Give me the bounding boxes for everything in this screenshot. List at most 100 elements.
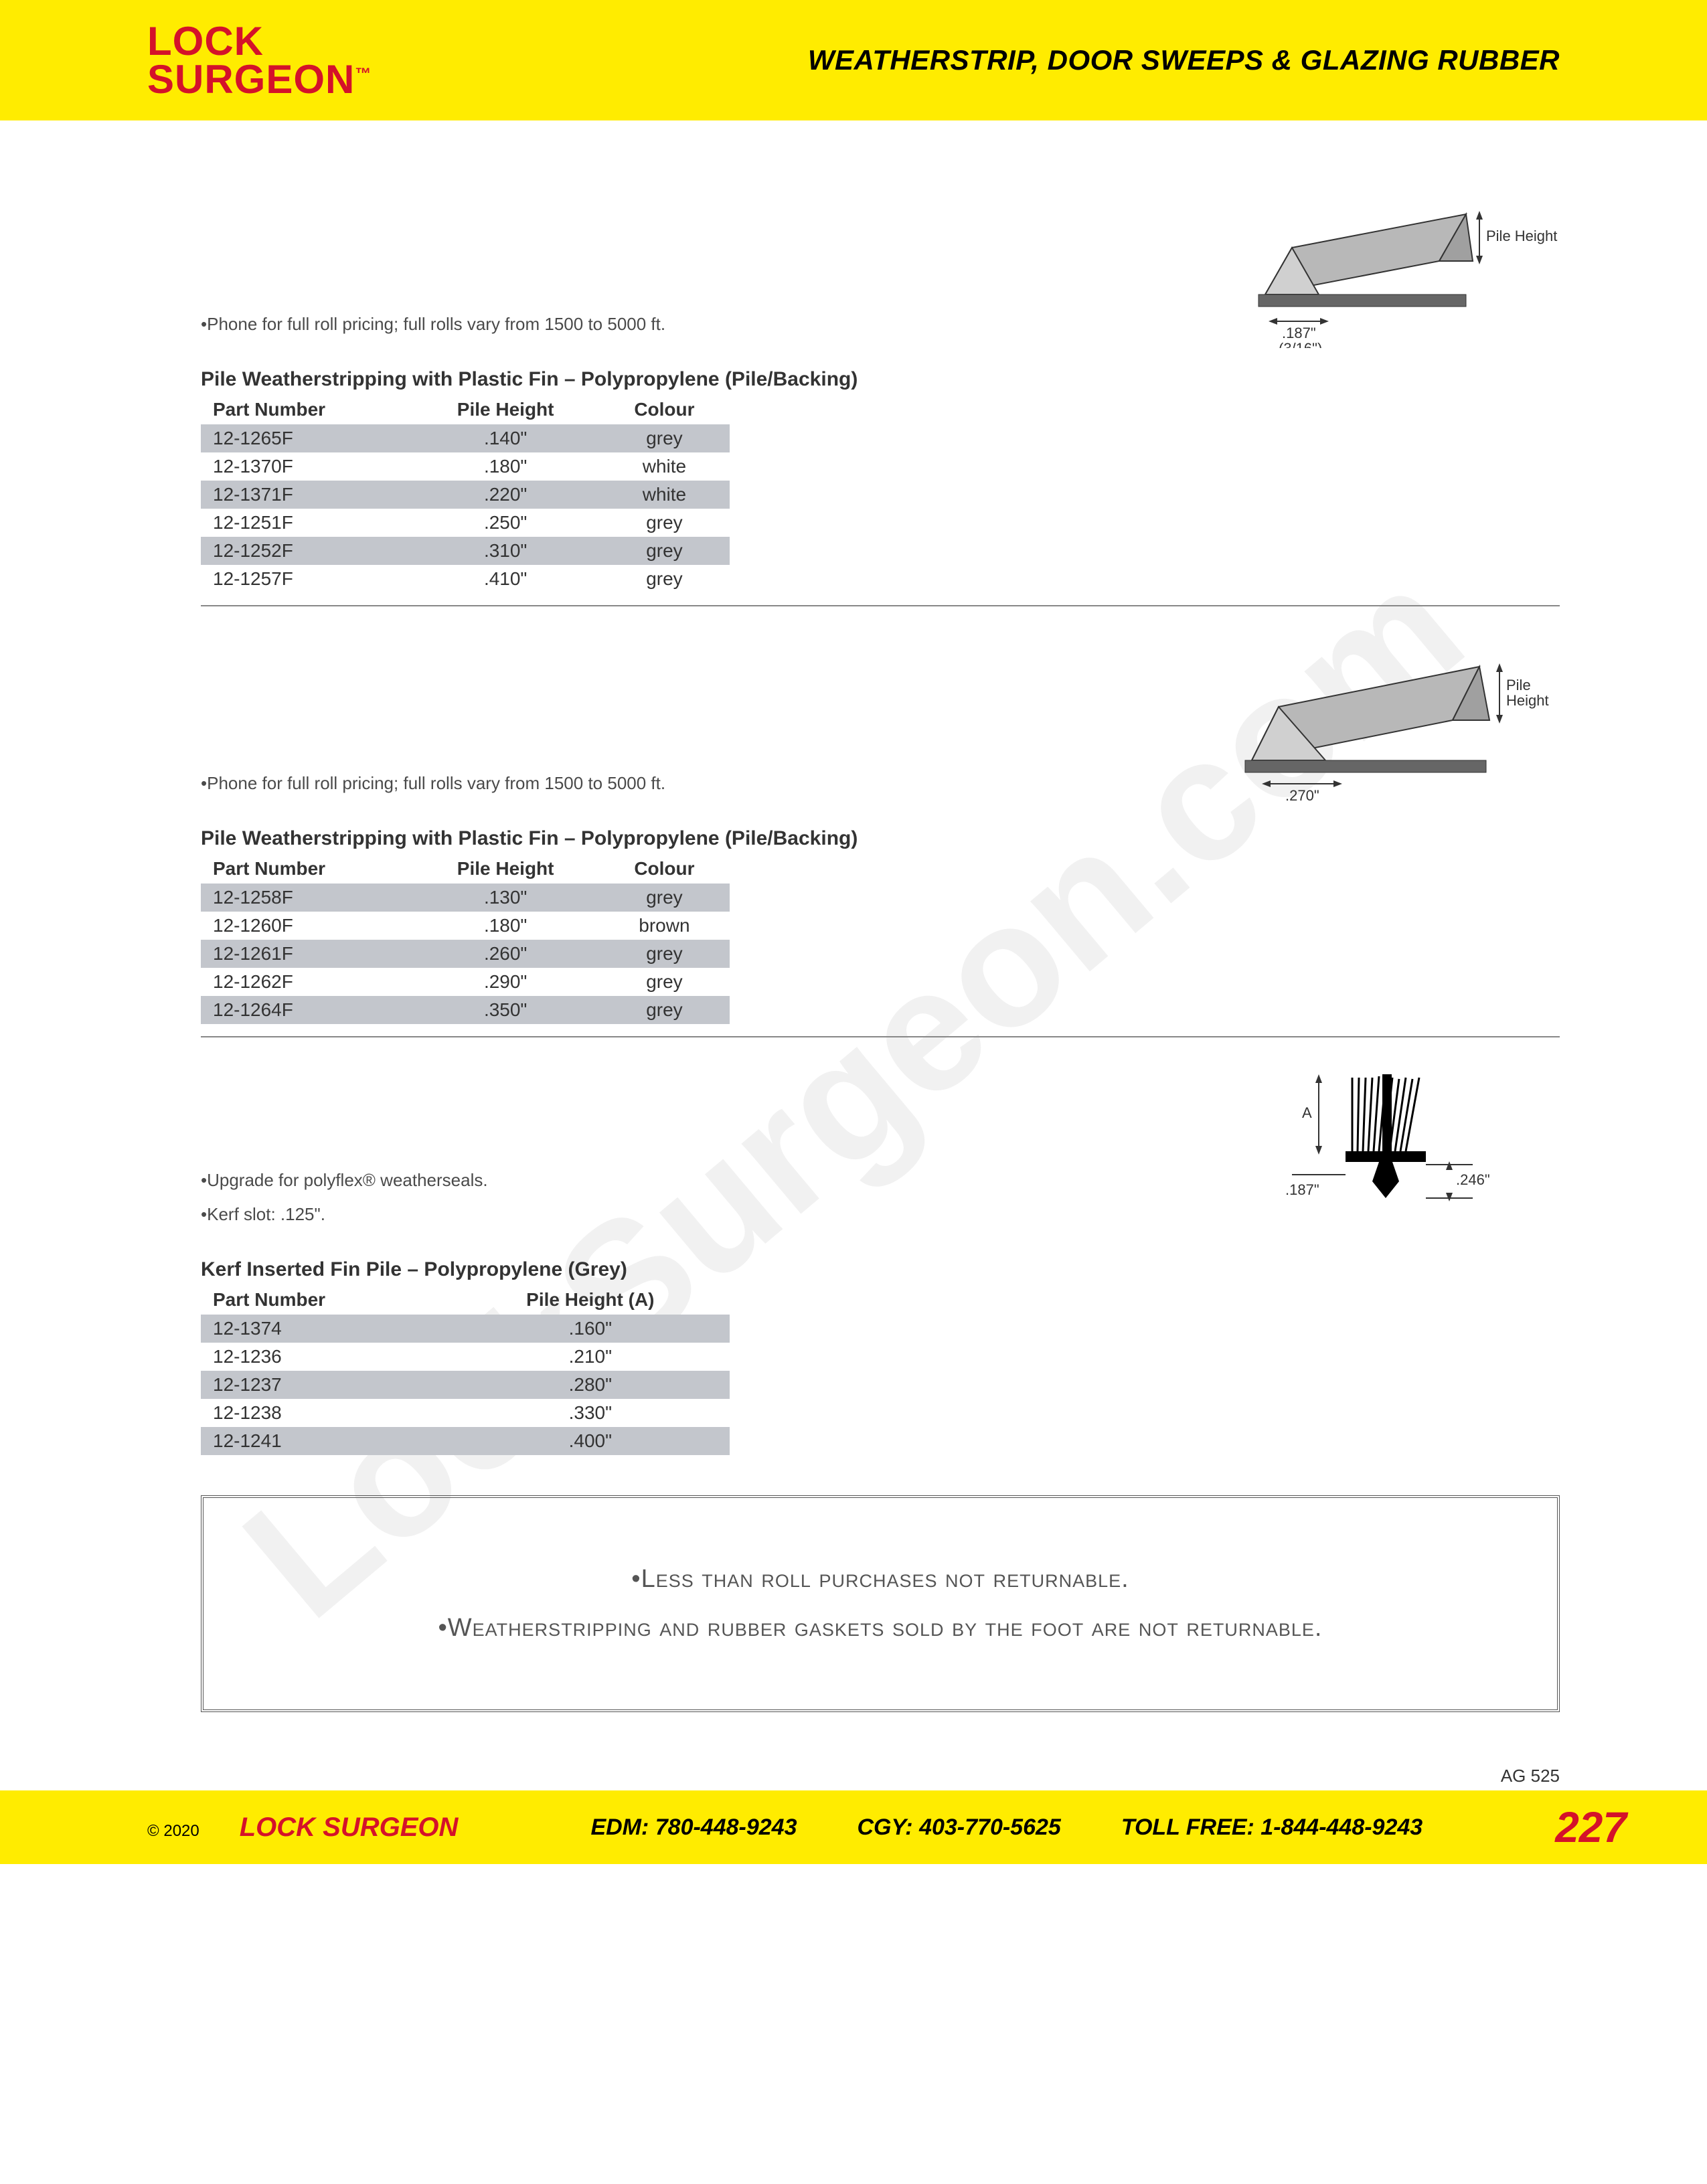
cell: 12-1258F: [201, 884, 412, 912]
section2-note: •Phone for full roll pricing; full rolls…: [201, 773, 665, 794]
divider: [201, 1036, 1560, 1037]
contact-cgy: CGY: 403-770-5625: [858, 1815, 1061, 1841]
col-height: Pile Height: [412, 854, 598, 884]
contact-tollfree: TOLL FREE: 1-844-448-9243: [1121, 1815, 1422, 1841]
diagram-2: Pile Height .270": [1185, 633, 1560, 807]
cell: .290": [412, 968, 598, 996]
d2-height-label2: Height: [1506, 692, 1549, 709]
cell: 12-1257F: [201, 565, 412, 593]
col-part: Part Number: [201, 395, 412, 424]
cell: grey: [599, 940, 730, 968]
cell: .310": [412, 537, 598, 565]
cell: grey: [599, 537, 730, 565]
cell: 12-1252F: [201, 537, 412, 565]
cell: .180": [412, 452, 598, 481]
cell: .400": [451, 1427, 730, 1455]
footer-left: © 2020 LOCK SURGEON: [147, 1813, 458, 1843]
table-row: 12-1370F.180"white: [201, 452, 730, 481]
section1-note: •Phone for full roll pricing; full rolls…: [201, 314, 665, 335]
table-row: 12-1241.400": [201, 1427, 730, 1455]
cell: white: [599, 452, 730, 481]
header-bar: LOCK SURGEON™ WEATHERSTRIP, DOOR SWEEPS …: [0, 0, 1707, 120]
section3-title: Kerf Inserted Fin Pile – Polypropylene (…: [201, 1258, 1560, 1281]
col-part: Part Number: [201, 1285, 451, 1315]
diagram-1: Pile Height .187" (3/16"): [1185, 174, 1560, 348]
cell: 12-1371F: [201, 481, 412, 509]
page-number: 227: [1555, 1802, 1627, 1852]
footer-bar: © 2020 LOCK SURGEON EDM: 780-448-9243 CG…: [0, 1790, 1707, 1864]
cell: grey: [599, 565, 730, 593]
cell: 12-1264F: [201, 996, 412, 1024]
d1-width-sub: (3/16"): [1279, 340, 1322, 348]
d3-left-label: .187": [1285, 1181, 1319, 1198]
contact-edm: EDM: 780-448-9243: [590, 1815, 797, 1841]
logo-line2: SURGEON: [147, 57, 355, 102]
copyright: © 2020: [147, 1822, 199, 1841]
section3-note2: •Kerf slot: .125".: [201, 1204, 488, 1225]
logo-tm: ™: [355, 65, 372, 83]
cell: .140": [412, 424, 598, 452]
notice-box: •Less than roll purchases not returnable…: [201, 1495, 1560, 1712]
table-row: 12-1251F.250"grey: [201, 509, 730, 537]
d1-height-label: Pile Height: [1486, 228, 1557, 244]
cell: .410": [412, 565, 598, 593]
cell: 12-1238: [201, 1399, 451, 1427]
table-row: 12-1261F.260"grey: [201, 940, 730, 968]
d2-width-label: .270": [1285, 787, 1319, 804]
cell: .280": [451, 1371, 730, 1399]
section1-title: Pile Weatherstripping with Plastic Fin –…: [201, 368, 1560, 391]
cell: .220": [412, 481, 598, 509]
table-header-row: Part Number Pile Height (A): [201, 1285, 730, 1315]
table-row: 12-1260F.180"brown: [201, 912, 730, 940]
cell: .210": [451, 1343, 730, 1371]
section1-table: Part Number Pile Height Colour 12-1265F.…: [201, 395, 730, 593]
d3-right-label: .246": [1456, 1171, 1490, 1188]
table-row: 12-1236.210": [201, 1343, 730, 1371]
cell: brown: [599, 912, 730, 940]
cell: grey: [599, 509, 730, 537]
table-row: 12-1238.330": [201, 1399, 730, 1427]
d2-height-label: Pile: [1506, 677, 1531, 693]
table-row: 12-1371F.220"white: [201, 481, 730, 509]
content-area: •Phone for full roll pricing; full rolls…: [0, 120, 1707, 1766]
page-title: WEATHERSTRIP, DOOR SWEEPS & GLAZING RUBB…: [808, 44, 1560, 76]
cell: grey: [599, 996, 730, 1024]
catalog-page: LockSurgeon.com LOCK SURGEON™ WEATHERSTR…: [0, 0, 1707, 2184]
cell: .260": [412, 940, 598, 968]
divider: [201, 605, 1560, 606]
section3-note1: •Upgrade for polyflex® weatherseals.: [201, 1170, 488, 1191]
col-colour: Colour: [599, 395, 730, 424]
cell: 12-1370F: [201, 452, 412, 481]
cell: 12-1374: [201, 1315, 451, 1343]
d1-width-label: .187": [1282, 325, 1316, 341]
col-height: Pile Height (A): [451, 1285, 730, 1315]
cell: .350": [412, 996, 598, 1024]
cell: white: [599, 481, 730, 509]
cell: .180": [412, 912, 598, 940]
section3-table: Part Number Pile Height (A) 12-1374.160"…: [201, 1285, 730, 1455]
cell: 12-1262F: [201, 968, 412, 996]
cell: grey: [599, 424, 730, 452]
cell: 12-1261F: [201, 940, 412, 968]
col-part: Part Number: [201, 854, 412, 884]
section-3: •Upgrade for polyflex® weatherseals. •Ke…: [201, 1064, 1560, 1455]
table-row: 12-1264F.350"grey: [201, 996, 730, 1024]
cell: .250": [412, 509, 598, 537]
ag-code: AG 525: [0, 1766, 1707, 1786]
table-row: 12-1257F.410"grey: [201, 565, 730, 593]
cell: 12-1251F: [201, 509, 412, 537]
table-header-row: Part Number Pile Height Colour: [201, 395, 730, 424]
table-row: 12-1262F.290"grey: [201, 968, 730, 996]
cell: 12-1260F: [201, 912, 412, 940]
d3-a-label: A: [1302, 1104, 1312, 1121]
table-row: 12-1258F.130"grey: [201, 884, 730, 912]
cell: 12-1241: [201, 1427, 451, 1455]
brand-logo: LOCK SURGEON™: [147, 22, 372, 98]
diagram-3: A .187" .246": [1185, 1064, 1560, 1238]
cell: grey: [599, 884, 730, 912]
cell: .160": [451, 1315, 730, 1343]
cell: 12-1265F: [201, 424, 412, 452]
notice-line-2: •Weatherstripping and rubber gaskets sol…: [244, 1614, 1517, 1643]
table-row: 12-1374.160": [201, 1315, 730, 1343]
section2-table: Part Number Pile Height Colour 12-1258F.…: [201, 854, 730, 1024]
